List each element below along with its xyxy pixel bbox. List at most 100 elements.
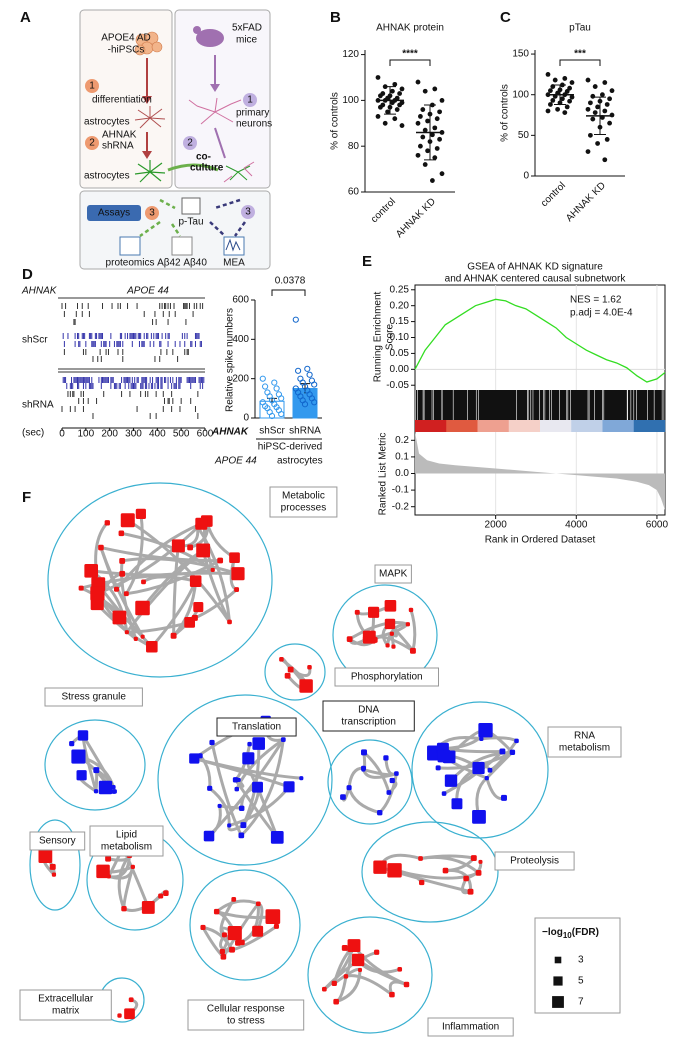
node	[397, 967, 403, 972]
dot	[271, 379, 278, 386]
edge	[121, 557, 239, 576]
dot	[292, 316, 299, 323]
node	[403, 981, 410, 988]
label: 2	[89, 138, 95, 149]
dot	[382, 120, 388, 126]
icon	[181, 197, 201, 215]
node	[478, 723, 493, 738]
label: proteomics	[106, 258, 155, 269]
node	[90, 586, 105, 601]
dot	[262, 383, 269, 390]
label-box	[427, 1017, 514, 1037]
label-box	[547, 726, 622, 758]
node	[408, 607, 414, 613]
node	[231, 897, 237, 902]
dot	[607, 120, 612, 126]
node	[373, 860, 387, 874]
cluster-label: processes	[281, 503, 327, 514]
node	[442, 867, 449, 874]
dot	[434, 116, 440, 122]
y-tick-label: 200	[232, 373, 249, 384]
node	[463, 875, 469, 882]
label-box	[269, 486, 338, 518]
dot	[425, 148, 430, 154]
cluster-label: Metabolic	[282, 491, 325, 502]
legend-box	[534, 917, 621, 1014]
node	[90, 597, 104, 611]
edge	[222, 925, 278, 953]
cluster	[361, 821, 499, 923]
node	[77, 730, 89, 741]
icon	[119, 236, 141, 256]
cluster-label: Inflammation	[442, 1022, 499, 1033]
cluster	[29, 819, 81, 911]
node	[117, 1013, 122, 1018]
dot	[420, 134, 426, 140]
node	[354, 609, 360, 615]
dot	[259, 375, 266, 382]
edge	[363, 751, 391, 793]
dot	[399, 123, 405, 128]
node	[389, 777, 395, 784]
node	[213, 908, 220, 915]
label-box	[187, 999, 305, 1031]
node	[119, 570, 126, 577]
y-axis-label: % of controls	[500, 84, 511, 142]
label: 3	[149, 208, 155, 219]
dot	[415, 79, 421, 85]
label: shRNA	[22, 400, 54, 411]
node	[389, 991, 395, 998]
dot	[552, 77, 558, 83]
node	[405, 622, 410, 627]
node	[238, 805, 245, 812]
cluster-label: Extracellular	[38, 994, 94, 1005]
node	[187, 544, 194, 551]
node	[377, 809, 383, 816]
node	[229, 552, 240, 564]
sig-bracket	[559, 59, 601, 66]
node	[141, 900, 155, 914]
node	[193, 602, 204, 613]
y-tick-label: 0	[243, 413, 249, 424]
x-tick-label: 300	[125, 429, 142, 440]
node	[284, 672, 291, 679]
dot	[311, 381, 318, 388]
edge	[348, 621, 409, 641]
y-tick-label: 0.0	[395, 468, 409, 479]
dot	[301, 401, 309, 408]
x-tick-label: 100	[77, 429, 94, 440]
node	[141, 579, 146, 585]
label-box	[494, 851, 575, 871]
dot	[295, 367, 302, 374]
node	[124, 1008, 135, 1020]
node	[195, 517, 208, 530]
cluster-label: transcription	[341, 717, 395, 728]
node	[227, 823, 232, 828]
y-tick-label: 150	[512, 49, 529, 60]
label: (sec)	[22, 428, 44, 439]
node	[383, 755, 389, 761]
dot	[439, 97, 445, 103]
node	[299, 776, 304, 781]
cluster-label: Stress granule	[61, 692, 126, 703]
dot	[390, 88, 395, 94]
edge	[202, 925, 234, 951]
y-axis-label: Running Enrichment	[373, 291, 384, 382]
dot	[311, 399, 318, 406]
dot	[560, 96, 565, 102]
node	[444, 774, 458, 787]
label: astrocytes	[277, 456, 323, 467]
node	[184, 617, 196, 628]
edge	[194, 588, 238, 620]
dot	[439, 171, 445, 177]
dot	[399, 86, 405, 92]
panel-letter: A	[20, 9, 31, 26]
cluster-label: Phosphorylation	[351, 672, 423, 683]
edge	[142, 575, 197, 584]
node	[509, 749, 516, 756]
mouse-icon	[196, 29, 224, 47]
x-tick-label: 6000	[646, 520, 669, 531]
dot	[595, 141, 600, 146]
dot	[609, 112, 615, 118]
node	[238, 832, 245, 839]
